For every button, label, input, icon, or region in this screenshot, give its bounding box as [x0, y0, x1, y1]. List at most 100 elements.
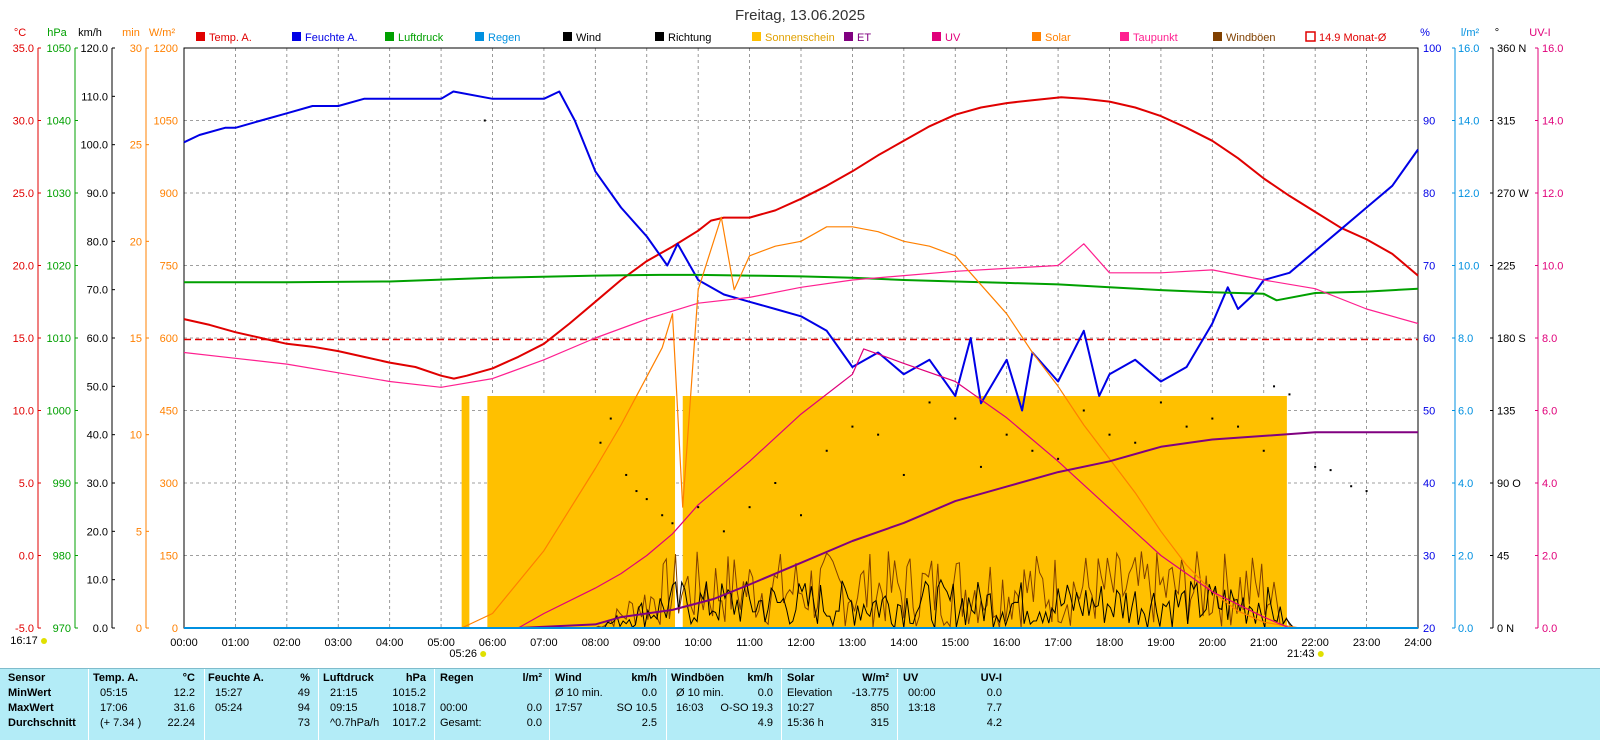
legend-swatch — [655, 32, 664, 41]
direction-point — [1273, 385, 1276, 388]
axis-tick-label: 10.0 — [87, 575, 108, 587]
legend-label: Regen — [488, 32, 520, 44]
stats-header: Wind — [555, 672, 582, 684]
legend-label: Luftdruck — [398, 32, 444, 44]
axis-unit-labels: °C hPa km/h min W/m²% l/m² ° UV-I — [14, 27, 1551, 39]
stats-header: Luftdruck — [323, 672, 374, 684]
axis-tick-label: 0 N — [1497, 623, 1514, 635]
stats-time: (+ 7.34 ) — [100, 717, 142, 729]
direction-point — [1134, 441, 1137, 444]
axis-tick-label: 16.0 — [1458, 43, 1479, 55]
stats-header: UV — [903, 672, 919, 684]
legend-label: Taupunkt — [1133, 32, 1178, 44]
x-tick-label: 21:00 — [1250, 637, 1278, 649]
axis-tick-label: 15.0 — [13, 333, 34, 345]
x-tick-label: 14:00 — [890, 637, 918, 649]
stats-time: ^0.7hPa/h — [330, 717, 380, 729]
stats-value: 0.0 — [526, 717, 542, 729]
legend-swatch — [475, 32, 484, 41]
axis-tick-label: 0 — [172, 623, 178, 635]
axis-tick-label: 45 — [1497, 551, 1509, 563]
direction-point — [1057, 457, 1060, 460]
axis-tick-label: 980 — [53, 551, 71, 563]
axis-tick-label: 30 — [130, 43, 142, 55]
axis-tick-label: 270 W — [1497, 188, 1529, 200]
axis-tick-label: 100 — [1423, 43, 1441, 55]
stats-time: 17:57 — [555, 702, 583, 714]
sunset-marker — [1317, 651, 1324, 657]
legend-swatch — [1120, 32, 1129, 41]
axis-tick-label: 12.0 — [1458, 188, 1479, 200]
axis-tick-label: 600 — [160, 333, 178, 345]
stats-time: 00:00 — [440, 702, 468, 714]
axis-tick-label: 8.0 — [1542, 333, 1557, 345]
axis-unit-label: UV-I — [1529, 27, 1550, 39]
stats-time: 10:27 — [787, 702, 815, 714]
stats-value: 0.0 — [526, 702, 542, 714]
axis-tick-label: 1010 — [47, 333, 71, 345]
x-tick-label: 01:00 — [222, 637, 250, 649]
current-time-label: 16:17 — [10, 635, 38, 647]
stats-value: 0.0 — [986, 687, 1002, 699]
sunshine-block — [461, 396, 470, 628]
stats-header: Sensor — [8, 672, 46, 684]
wind-trace — [595, 578, 1293, 630]
axis-tick-label: 970 — [53, 623, 71, 635]
stats-value: 12.2 — [173, 687, 195, 699]
axis-tick-label: 990 — [53, 478, 71, 490]
series-line — [184, 273, 1419, 302]
axis-tick-label: 10 — [130, 430, 142, 442]
legend-swatch — [1305, 31, 1316, 42]
stats-value: 1015.2 — [392, 687, 426, 699]
direction-points — [483, 119, 1368, 533]
axis-tick-label: 360 N — [1497, 43, 1526, 55]
direction-point — [928, 401, 931, 404]
axis-tick-label: 60.0 — [87, 333, 108, 345]
axis-tick-label: 70.0 — [87, 285, 108, 297]
axis-tick-label: 60 — [1423, 333, 1435, 345]
stats-separator — [434, 669, 435, 741]
axis-tick-label: 20.0 — [13, 261, 34, 273]
x-tick-label: 20:00 — [1199, 637, 1227, 649]
stats-time: 13:18 — [908, 702, 936, 714]
stats-time: 09:15 — [330, 702, 358, 714]
sunshine-block — [682, 396, 1287, 628]
direction-point — [1185, 425, 1188, 428]
direction-point — [645, 498, 648, 501]
legend-label: Feuchte A. — [305, 32, 358, 44]
direction-point — [1082, 409, 1085, 412]
axis-tick-label: 1050 — [154, 116, 178, 128]
axis-tick-label: 12.0 — [1542, 188, 1563, 200]
stats-value: 4.9 — [757, 717, 773, 729]
axis-tick-label: 30.0 — [87, 478, 108, 490]
x-tick-label: 04:00 — [376, 637, 404, 649]
axis-unit-label: °C — [14, 27, 26, 39]
stats-value: 4.2 — [986, 717, 1002, 729]
x-tick-label: 08:00 — [582, 637, 610, 649]
axis-tick-label: 10.0 — [13, 406, 34, 418]
axis-unit-label: W/m² — [149, 27, 176, 39]
direction-point — [1211, 417, 1214, 420]
stats-unit: hPa — [405, 672, 426, 684]
axis-tick-label: 100.0 — [80, 140, 108, 152]
axis-tick-label: 135 — [1497, 406, 1515, 418]
direction-point — [979, 465, 982, 468]
axis-tick-label: 80 — [1423, 188, 1435, 200]
stats-unit: km/h — [631, 672, 657, 684]
axis-tick-label: 1030 — [47, 188, 71, 200]
stats-value: 2.5 — [641, 717, 657, 729]
direction-point — [1108, 433, 1111, 436]
stats-row-label: Durchschnitt — [8, 717, 76, 729]
direction-point — [483, 119, 486, 122]
axis-tick-label: 4.0 — [1458, 478, 1473, 490]
direction-point — [1288, 393, 1291, 396]
legend-swatch — [292, 32, 301, 41]
axis-tick-label: -5.0 — [15, 623, 34, 635]
axis-tick-label: 4.0 — [1542, 478, 1557, 490]
axis-tick-label: 2.0 — [1542, 551, 1557, 563]
stats-header: Temp. A. — [93, 672, 139, 684]
stats-time: Ø 10 min. — [555, 687, 603, 699]
direction-point — [954, 417, 957, 420]
axis-tick-label: 0.0 — [19, 551, 34, 563]
axis-tick-label: 315 — [1497, 116, 1515, 128]
